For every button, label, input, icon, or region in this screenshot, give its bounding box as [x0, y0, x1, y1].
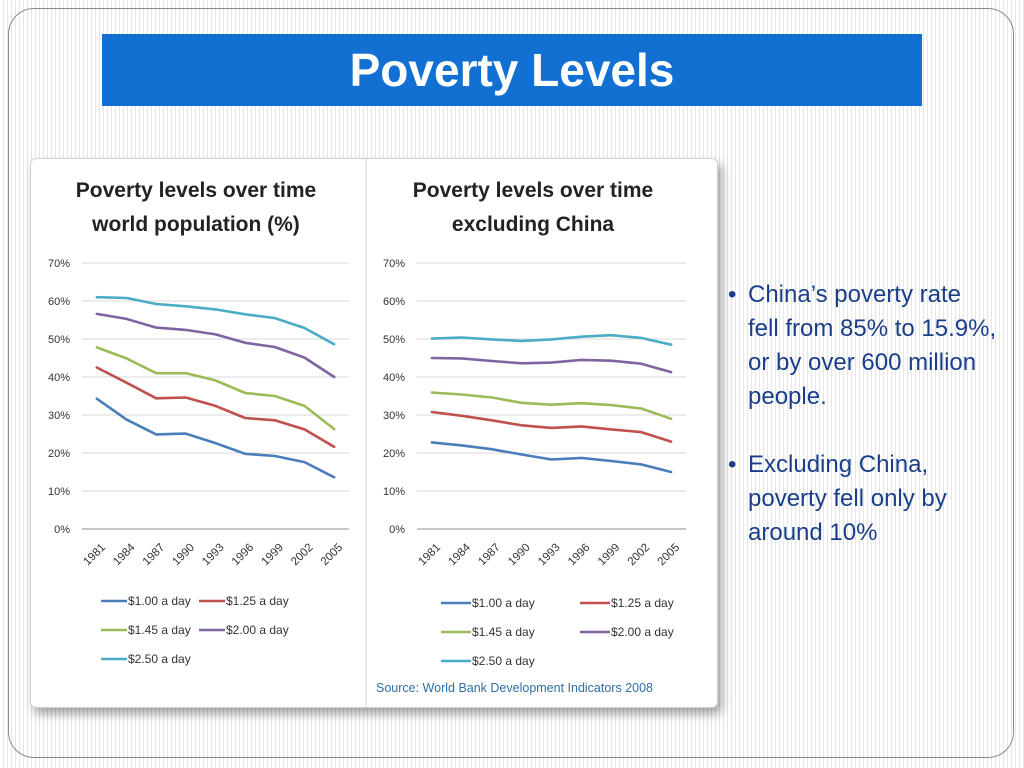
x-tick-label: 1993	[200, 542, 227, 569]
series-line	[95, 312, 336, 379]
series-line	[430, 391, 673, 421]
y-tick-label: 30%	[48, 410, 70, 422]
bullet-text: China’s poverty rate fell from 85% to 15…	[748, 281, 997, 410]
legend-label: $1.25 a day	[611, 596, 674, 610]
y-tick-label: 0%	[54, 524, 70, 536]
y-tick-label: 40%	[383, 372, 405, 384]
x-tick-label: 1984	[446, 541, 473, 568]
y-tick-label: 70%	[48, 258, 70, 270]
y-tick-label: 50%	[383, 334, 405, 346]
slide-title-bar: Poverty Levels	[102, 34, 922, 106]
legend-label: $1.45 a day	[472, 625, 535, 639]
x-tick-label: 1990	[170, 542, 197, 569]
x-tick-label: 1996	[566, 542, 593, 569]
x-tick-label: 1993	[536, 542, 563, 569]
chart-title: world population (%)	[91, 213, 300, 236]
legend-label: $2.50 a day	[128, 652, 191, 666]
bullet-list: • China’s poverty rate fell from 85% to …	[728, 278, 998, 584]
x-tick-label: 1999	[259, 542, 286, 569]
series-line	[95, 366, 336, 449]
chart-title: Poverty levels over time	[413, 179, 653, 202]
bullet-item: • Excluding China, poverty fell only by …	[728, 448, 998, 550]
legend-label: $2.00 a day	[611, 625, 674, 639]
series-line	[95, 397, 336, 479]
series-line	[95, 295, 336, 346]
x-tick-label: 1990	[506, 542, 533, 569]
y-tick-label: 60%	[48, 296, 70, 308]
x-tick-label: 1996	[230, 542, 257, 569]
y-tick-label: 10%	[383, 486, 405, 498]
series-line	[430, 356, 673, 374]
x-tick-label: 2002	[626, 542, 653, 569]
y-tick-label: 20%	[383, 448, 405, 460]
x-tick-label: 1999	[596, 542, 623, 569]
series-line	[430, 441, 673, 474]
bullet-item: • China’s poverty rate fell from 85% to …	[728, 278, 998, 414]
chart-title: Poverty levels over time	[76, 179, 316, 202]
x-tick-label: 2005	[656, 542, 683, 569]
y-tick-label: 20%	[48, 448, 70, 460]
y-tick-label: 40%	[48, 372, 70, 384]
y-tick-label: 60%	[383, 296, 405, 308]
bullet-text: Excluding China, poverty fell only by ar…	[748, 451, 947, 546]
x-tick-label: 1981	[417, 542, 444, 569]
legend-label: $1.00 a day	[472, 596, 535, 610]
source-note: Source: World Bank Development Indicator…	[376, 681, 654, 695]
bullet-marker: •	[728, 451, 737, 478]
x-tick-label: 2002	[289, 542, 316, 569]
legend-label: $2.50 a day	[472, 654, 535, 668]
chart-panel: Poverty levels over time world population…	[30, 158, 718, 708]
slide-frame	[8, 8, 1014, 758]
x-tick-label: 1984	[111, 541, 138, 568]
chart-title: excluding China	[452, 213, 615, 236]
series-line	[430, 333, 673, 346]
legend-label: $1.25 a day	[226, 594, 289, 608]
y-tick-label: 50%	[48, 334, 70, 346]
legend-label: $1.45 a day	[128, 623, 191, 637]
y-tick-label: 10%	[48, 486, 70, 498]
legend-label: $2.00 a day	[226, 623, 289, 637]
y-tick-label: 70%	[383, 258, 405, 270]
bullet-marker: •	[728, 281, 737, 308]
y-tick-label: 0%	[389, 524, 405, 536]
chart-figure: Poverty levels over time world population…	[48, 159, 686, 707]
legend-label: $1.00 a day	[128, 594, 191, 608]
x-tick-label: 1987	[476, 542, 503, 569]
series-line	[95, 346, 336, 431]
x-tick-label: 1987	[141, 542, 168, 569]
series-line	[430, 410, 673, 443]
y-tick-label: 30%	[383, 410, 405, 422]
x-tick-label: 2005	[319, 542, 346, 569]
slide-title: Poverty Levels	[349, 44, 675, 96]
x-tick-label: 1981	[81, 542, 108, 569]
